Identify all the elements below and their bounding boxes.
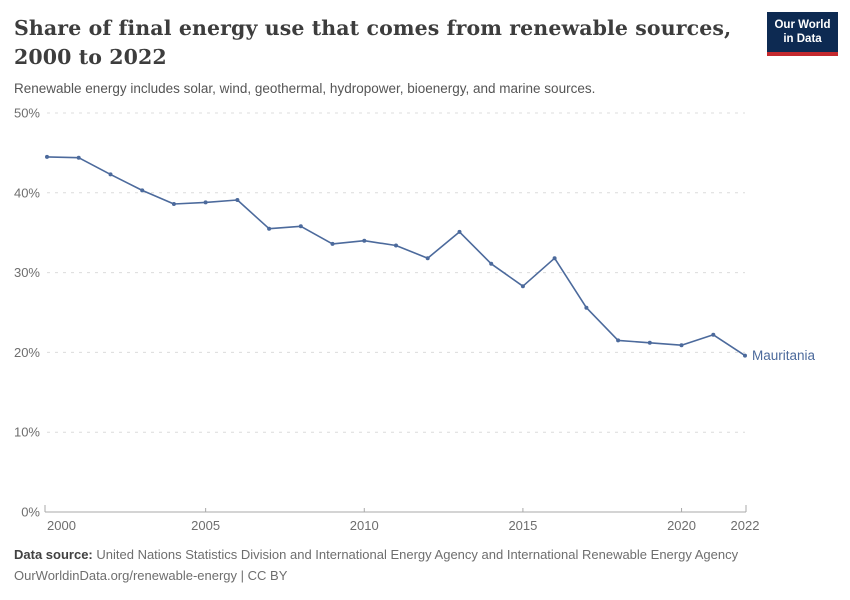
owid-logo-line2: in Data bbox=[783, 33, 822, 46]
trend-line bbox=[46, 156, 746, 357]
y-tick-label: 30% bbox=[14, 265, 40, 280]
data-point bbox=[267, 226, 272, 231]
x-tick-label: 2005 bbox=[191, 518, 220, 533]
data-point bbox=[457, 229, 462, 234]
y-tick-label: 0% bbox=[21, 505, 40, 520]
y-tick-label: 50% bbox=[14, 106, 40, 121]
x-tick-label: 2015 bbox=[508, 518, 537, 533]
data-point bbox=[108, 172, 113, 177]
x-tick-label: 2000 bbox=[47, 518, 76, 533]
data-point bbox=[425, 256, 430, 261]
data-point bbox=[489, 261, 494, 266]
line-chart: 0% 10% 20% 30% 40% 50% 2000 2005 2010 2015 2020 202… bbox=[14, 106, 816, 534]
data-point bbox=[330, 241, 335, 246]
data-point bbox=[171, 202, 176, 206]
x-tick-label: 2010 bbox=[350, 518, 379, 533]
y-tick-label: 40% bbox=[14, 185, 40, 200]
data-point bbox=[140, 188, 145, 193]
page-title: Share of final energy use that comes fro… bbox=[14, 16, 732, 70]
x-tick-label: 2022 bbox=[731, 518, 760, 533]
chart-footer: Data source: United Nations Statistics D… bbox=[14, 544, 738, 586]
owid-logo-text: Our World in Data bbox=[767, 12, 838, 52]
data-source-text: United Nations Statistics Division and I… bbox=[96, 547, 739, 562]
owid-logo: Our World in Data bbox=[767, 12, 838, 56]
data-point bbox=[362, 238, 367, 243]
data-source-line: Data source: United Nations Statistics D… bbox=[14, 544, 738, 565]
chart-area: 0% 10% 20% 30% 40% 50% 2000 2005 2010 2015 2020 202… bbox=[0, 100, 850, 545]
data-point bbox=[45, 154, 49, 159]
owid-logo-accent-bar bbox=[767, 51, 838, 56]
data-point bbox=[743, 353, 747, 358]
data-point bbox=[616, 338, 621, 343]
x-tick-label: 2020 bbox=[667, 518, 696, 533]
chart-subtitle: Renewable energy includes solar, wind, g… bbox=[14, 81, 596, 97]
data-point bbox=[203, 200, 208, 205]
data-point bbox=[394, 243, 398, 248]
data-point bbox=[584, 305, 589, 310]
data-point bbox=[235, 198, 240, 202]
data-point bbox=[647, 340, 652, 345]
data-point bbox=[552, 256, 557, 261]
data-point bbox=[679, 343, 684, 348]
y-tick-label: 10% bbox=[14, 425, 40, 440]
data-point bbox=[298, 224, 303, 229]
data-point bbox=[520, 284, 525, 289]
y-tick-label: 20% bbox=[14, 345, 40, 360]
data-source-label: Data source: bbox=[14, 547, 93, 562]
data-point bbox=[711, 332, 716, 337]
data-point bbox=[76, 155, 81, 160]
chart-header: Share of final energy use that comes fro… bbox=[14, 12, 838, 97]
owid-logo-line1: Our World bbox=[774, 19, 831, 31]
license-line: OurWorldinData.org/renewable-energy | CC… bbox=[14, 568, 288, 584]
series-end-label: Mauritania bbox=[752, 348, 816, 363]
